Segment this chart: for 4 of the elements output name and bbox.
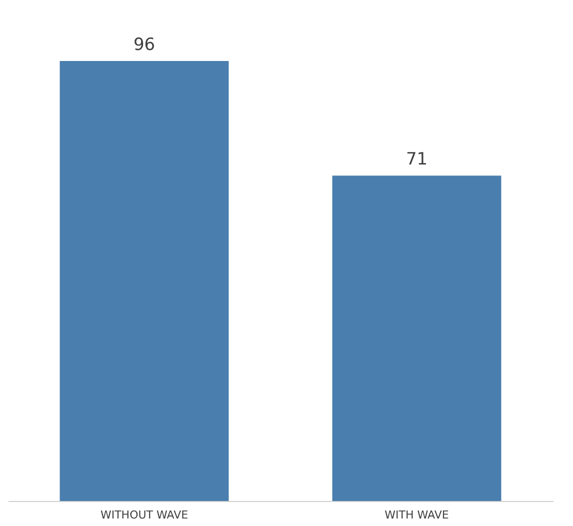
x-tick-label: WITH WAVE (384, 508, 449, 522)
x-tick-label: WITHOUT WAVE (100, 508, 188, 522)
data-label: 96 (133, 35, 156, 55)
data-label: 71 (406, 150, 428, 170)
